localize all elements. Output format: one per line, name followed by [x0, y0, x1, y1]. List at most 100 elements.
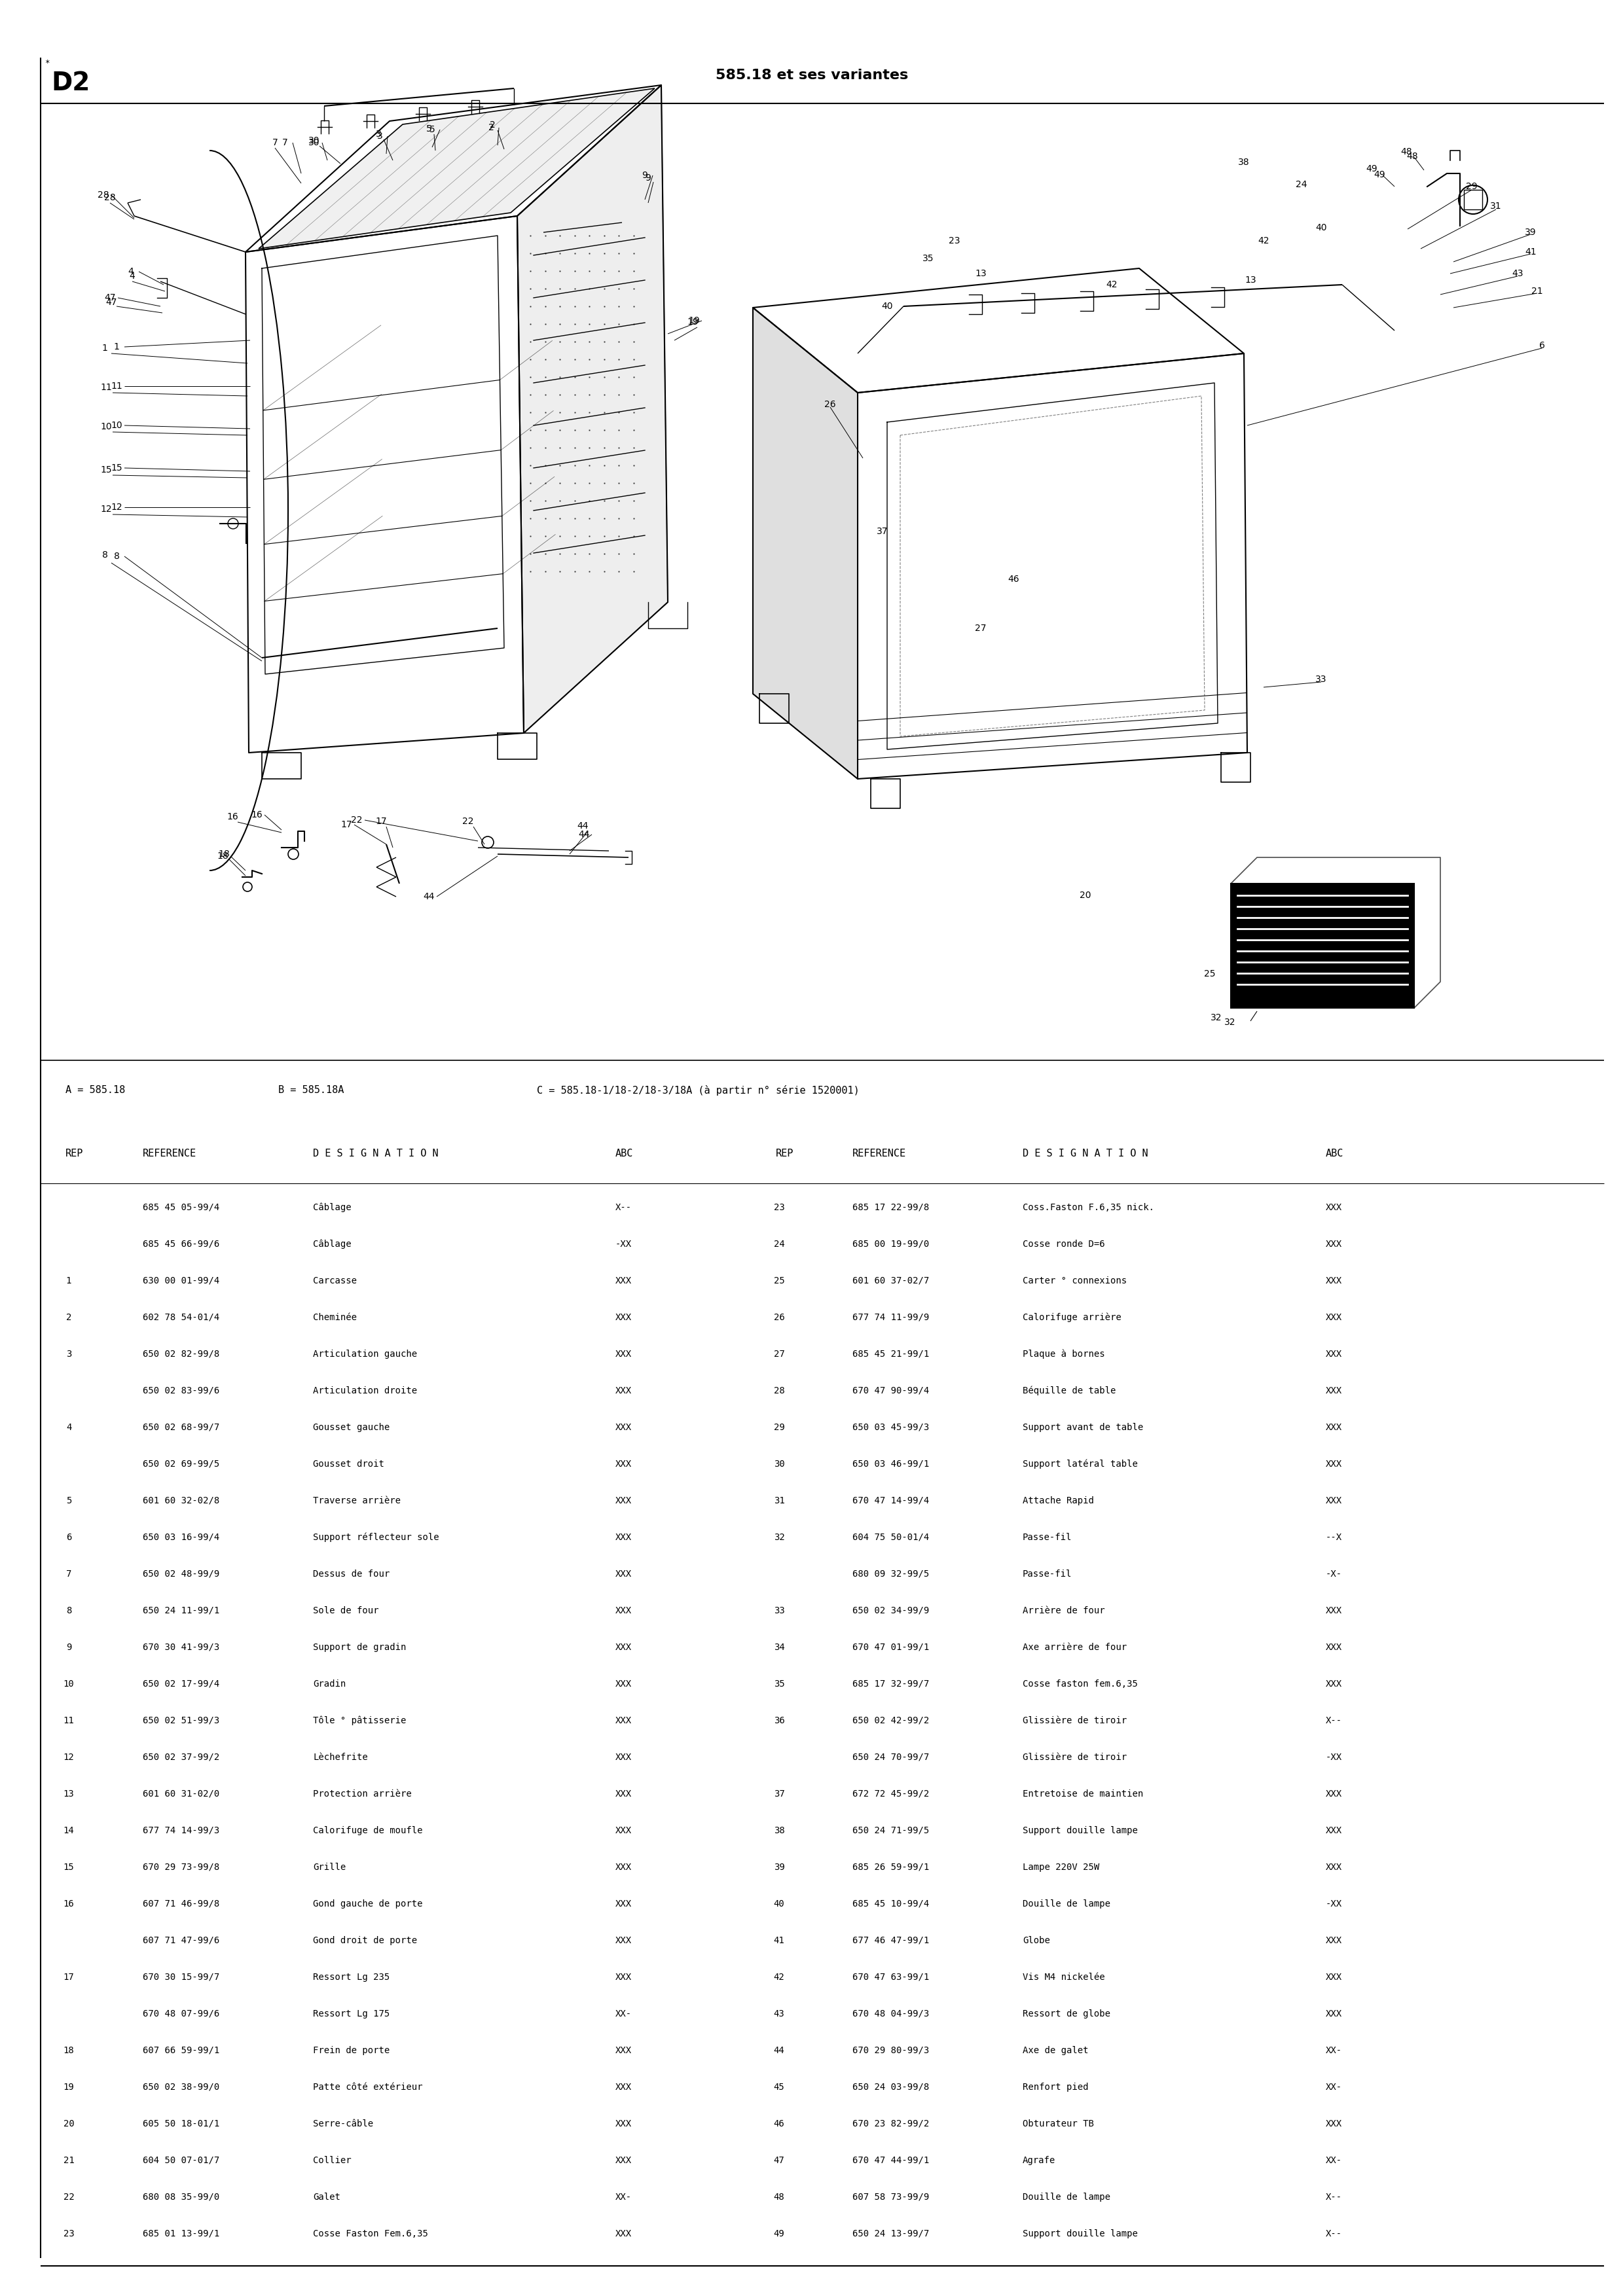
Polygon shape — [518, 85, 667, 732]
Text: 44: 44 — [576, 822, 589, 831]
Text: 650 02 82-99/8: 650 02 82-99/8 — [143, 1350, 219, 1359]
Text: 670 47 63-99/1: 670 47 63-99/1 — [852, 1972, 930, 1981]
Text: XXX: XXX — [1326, 1424, 1342, 1433]
Text: 8: 8 — [114, 551, 120, 560]
Text: 33: 33 — [774, 1607, 784, 1616]
Text: 45: 45 — [774, 2082, 784, 2092]
Text: 38: 38 — [1238, 158, 1250, 168]
Text: 44: 44 — [578, 829, 589, 838]
Text: 48: 48 — [774, 2193, 784, 2202]
Text: XXX: XXX — [615, 1350, 631, 1359]
Text: 650 24 71-99/5: 650 24 71-99/5 — [852, 1825, 930, 1835]
Text: XXX: XXX — [1326, 1277, 1342, 1286]
Text: Traverse arrière: Traverse arrière — [313, 1497, 401, 1506]
Text: 670 29 73-99/8: 670 29 73-99/8 — [143, 1862, 219, 1871]
Text: XXX: XXX — [615, 1862, 631, 1871]
Text: XXX: XXX — [615, 1789, 631, 1798]
Text: 685 17 32-99/7: 685 17 32-99/7 — [852, 1678, 930, 1688]
Text: 670 30 41-99/3: 670 30 41-99/3 — [143, 1644, 219, 1651]
Text: 1: 1 — [114, 342, 120, 351]
Text: 602 78 54-01/4: 602 78 54-01/4 — [143, 1313, 219, 1322]
Text: XXX: XXX — [615, 1825, 631, 1835]
Text: Support douille lampe: Support douille lampe — [1022, 2229, 1138, 2239]
Text: 46: 46 — [1008, 574, 1019, 583]
Text: Sole de four: Sole de four — [313, 1607, 378, 1616]
Text: 3: 3 — [377, 131, 383, 140]
Text: 2: 2 — [489, 124, 493, 133]
Text: REP: REP — [776, 1148, 794, 1159]
Text: 601 60 32-02/8: 601 60 32-02/8 — [143, 1497, 219, 1506]
Text: XXX: XXX — [615, 1497, 631, 1506]
Text: 650 02 37-99/2: 650 02 37-99/2 — [143, 1752, 219, 1761]
Text: XXX: XXX — [1326, 1313, 1342, 1322]
Text: Lèchefrite: Lèchefrite — [313, 1752, 368, 1761]
Text: 32: 32 — [774, 1534, 784, 1543]
Text: 44: 44 — [774, 2046, 784, 2055]
Text: Frein de porte: Frein de porte — [313, 2046, 390, 2055]
Text: 31: 31 — [1490, 202, 1501, 211]
Text: XXX: XXX — [1326, 1350, 1342, 1359]
Text: XXX: XXX — [615, 2046, 631, 2055]
Text: 650 24 70-99/7: 650 24 70-99/7 — [852, 1752, 930, 1761]
Text: 7: 7 — [67, 1570, 71, 1580]
Text: XXX: XXX — [615, 1752, 631, 1761]
Text: Câblage: Câblage — [313, 1240, 351, 1249]
Text: *: * — [44, 60, 49, 67]
Text: 7: 7 — [273, 138, 278, 147]
Text: 670 48 04-99/3: 670 48 04-99/3 — [852, 2009, 930, 2018]
Text: 15: 15 — [110, 464, 122, 473]
Text: 670 47 01-99/1: 670 47 01-99/1 — [852, 1644, 930, 1651]
Text: 12: 12 — [101, 505, 112, 514]
Text: REFERENCE: REFERENCE — [143, 1148, 196, 1159]
Text: 25: 25 — [774, 1277, 784, 1286]
Text: 6: 6 — [1539, 342, 1545, 351]
Text: -X-: -X- — [1326, 1570, 1342, 1580]
Text: 32: 32 — [1211, 1013, 1222, 1022]
Text: 48: 48 — [1401, 147, 1412, 156]
Text: 29: 29 — [774, 1424, 784, 1433]
Text: 8: 8 — [102, 551, 107, 560]
Text: Passe-fil: Passe-fil — [1022, 1570, 1071, 1580]
Text: 10: 10 — [101, 422, 112, 432]
Text: XX-: XX- — [1326, 2046, 1342, 2055]
Text: Arrière de four: Arrière de four — [1022, 1607, 1105, 1616]
Text: REP: REP — [65, 1148, 83, 1159]
Text: 2: 2 — [490, 119, 495, 129]
Text: XXX: XXX — [1326, 1825, 1342, 1835]
Text: Lampe 220V 25W: Lampe 220V 25W — [1022, 1862, 1099, 1871]
Text: XXX: XXX — [1326, 1972, 1342, 1981]
Text: Gousset gauche: Gousset gauche — [313, 1424, 390, 1433]
Text: 685 01 13-99/1: 685 01 13-99/1 — [143, 2229, 219, 2239]
Text: 18: 18 — [217, 850, 230, 859]
Text: Câblage: Câblage — [313, 1203, 351, 1212]
Text: 11: 11 — [63, 1715, 75, 1724]
Text: D2: D2 — [50, 71, 89, 96]
Text: 17: 17 — [375, 817, 386, 827]
Text: ABC: ABC — [615, 1148, 633, 1159]
Text: XXX: XXX — [615, 1460, 631, 1469]
Text: 685 45 05-99/4: 685 45 05-99/4 — [143, 1203, 219, 1212]
Text: 650 02 38-99/0: 650 02 38-99/0 — [143, 2082, 219, 2092]
Text: 601 60 37-02/7: 601 60 37-02/7 — [852, 1277, 930, 1286]
Text: 17: 17 — [63, 1972, 75, 1981]
Text: 20: 20 — [63, 2119, 75, 2128]
Text: XXX: XXX — [1326, 1203, 1342, 1212]
Text: XX-: XX- — [615, 2193, 631, 2202]
Text: 41: 41 — [774, 1936, 784, 1945]
Text: 26: 26 — [774, 1313, 784, 1322]
Text: Calorifuge arrière: Calorifuge arrière — [1022, 1313, 1121, 1322]
Text: 36: 36 — [774, 1715, 784, 1724]
Text: 13: 13 — [1245, 276, 1256, 285]
Text: 24: 24 — [774, 1240, 784, 1249]
Text: 685 45 66-99/6: 685 45 66-99/6 — [143, 1240, 219, 1249]
Text: 20: 20 — [1079, 891, 1091, 900]
Text: 49: 49 — [1367, 165, 1378, 174]
Text: 49: 49 — [774, 2229, 784, 2239]
Text: 16: 16 — [63, 1899, 75, 1908]
Text: Plaque à bornes: Plaque à bornes — [1022, 1350, 1105, 1359]
Text: Douille de lampe: Douille de lampe — [1022, 2193, 1110, 2202]
Text: -XX: -XX — [1326, 1752, 1342, 1761]
Text: 19: 19 — [688, 317, 700, 326]
Bar — [1464, 191, 1482, 209]
Text: 2: 2 — [67, 1313, 71, 1322]
